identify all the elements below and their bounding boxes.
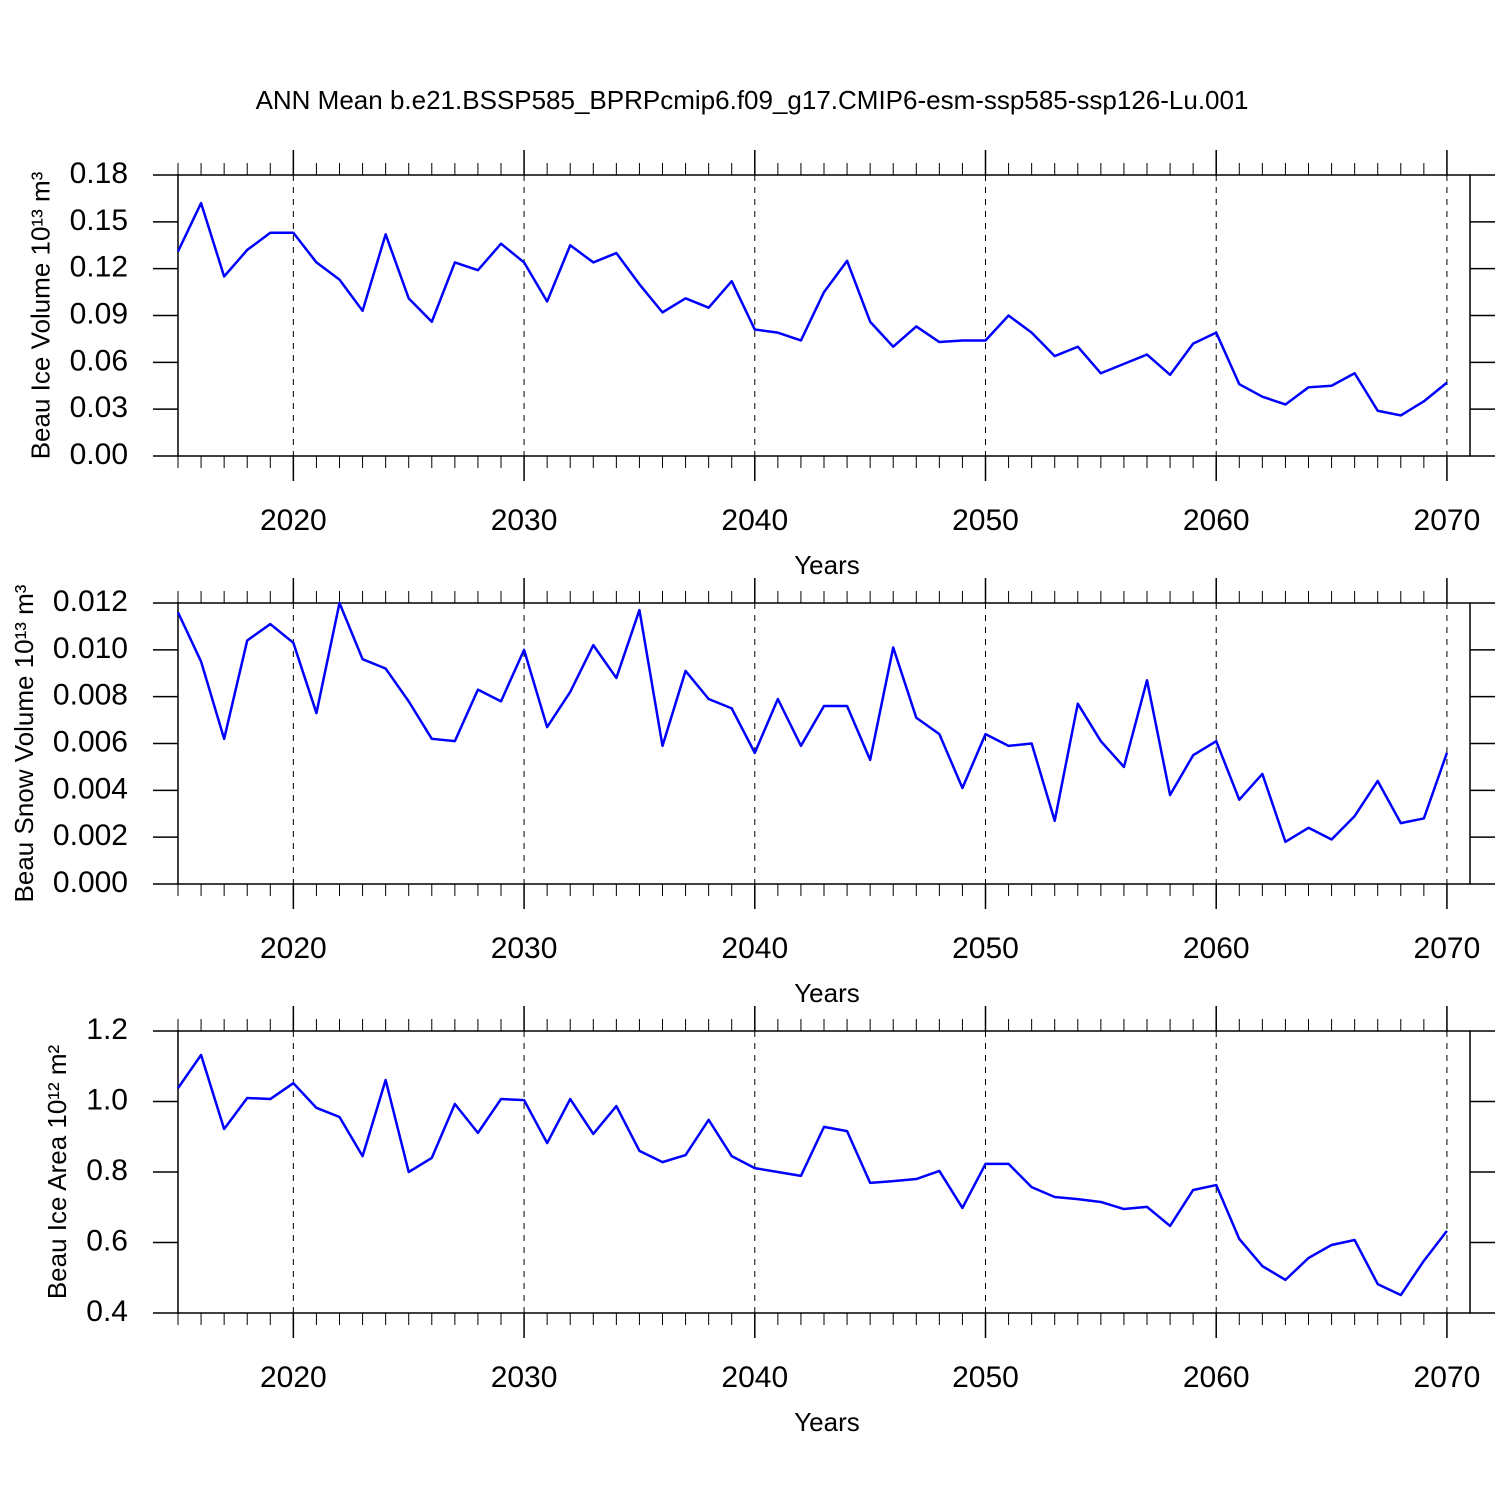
y-tick-label: 0.09 xyxy=(70,297,128,330)
y-tick-label: 0.06 xyxy=(70,344,128,377)
y-tick-label: 0.010 xyxy=(53,632,128,665)
y-tick-label: 0.4 xyxy=(86,1295,128,1328)
x-tick-label: 2020 xyxy=(260,932,327,965)
x-tick-label: 2030 xyxy=(491,932,558,965)
x-tick-label: 2070 xyxy=(1414,932,1481,965)
x-tick-label: 2020 xyxy=(260,1361,327,1394)
x-tick-label: 2030 xyxy=(491,504,558,537)
plot-frame xyxy=(177,602,1471,885)
y-tick-label: 1.2 xyxy=(86,1013,128,1046)
data-line xyxy=(176,201,1448,417)
x-axis-label: Years xyxy=(794,978,860,1008)
y-tick-label: 0.18 xyxy=(70,157,128,190)
y-tick-label: 0.002 xyxy=(53,819,128,852)
y-axis-label: Beau Ice Area 10¹² m² xyxy=(42,1044,72,1299)
y-tick-label: 0.008 xyxy=(53,679,128,712)
y-tick-label: 0.00 xyxy=(70,438,128,471)
x-axis-label: Years xyxy=(794,1407,860,1437)
y-axis-label: Beau Snow Volume 10¹³ m³ xyxy=(9,584,39,902)
plot-frame xyxy=(177,174,1471,457)
x-tick-label: 2040 xyxy=(721,1361,788,1394)
x-tick-label: 2040 xyxy=(721,504,788,537)
data-line xyxy=(176,1053,1448,1297)
y-tick-label: 0.006 xyxy=(53,725,128,758)
data-line xyxy=(176,601,1449,844)
y-tick-label: 0.000 xyxy=(53,866,128,899)
plot-frame xyxy=(177,1030,1471,1314)
x-tick-label: 2040 xyxy=(721,932,788,965)
x-tick-label: 2020 xyxy=(260,504,327,537)
x-tick-label: 2050 xyxy=(952,932,1019,965)
y-tick-label: 0.8 xyxy=(86,1154,128,1187)
y-tick-label: 0.012 xyxy=(53,585,128,618)
x-tick-label: 2030 xyxy=(491,1361,558,1394)
x-axis-label: Years xyxy=(794,550,860,580)
chart-title: ANN Mean b.e21.BSSP585_BPRPcmip6.f09_g17… xyxy=(256,85,1249,115)
y-tick-label: 0.15 xyxy=(70,204,128,237)
x-tick-label: 2050 xyxy=(952,504,1019,537)
x-tick-label: 2060 xyxy=(1183,932,1250,965)
y-axis-label: Beau Ice Volume 10¹³ m³ xyxy=(25,171,55,459)
y-tick-label: 0.004 xyxy=(53,772,128,805)
x-tick-label: 2070 xyxy=(1414,504,1481,537)
y-tick-label: 0.6 xyxy=(86,1224,128,1257)
y-tick-label: 0.12 xyxy=(70,251,128,284)
y-tick-label: 0.03 xyxy=(70,391,128,424)
y-tick-label: 1.0 xyxy=(86,1083,128,1116)
x-tick-label: 2060 xyxy=(1183,1361,1250,1394)
x-tick-label: 2070 xyxy=(1414,1361,1481,1394)
x-tick-label: 2050 xyxy=(952,1361,1019,1394)
x-tick-label: 2060 xyxy=(1183,504,1250,537)
